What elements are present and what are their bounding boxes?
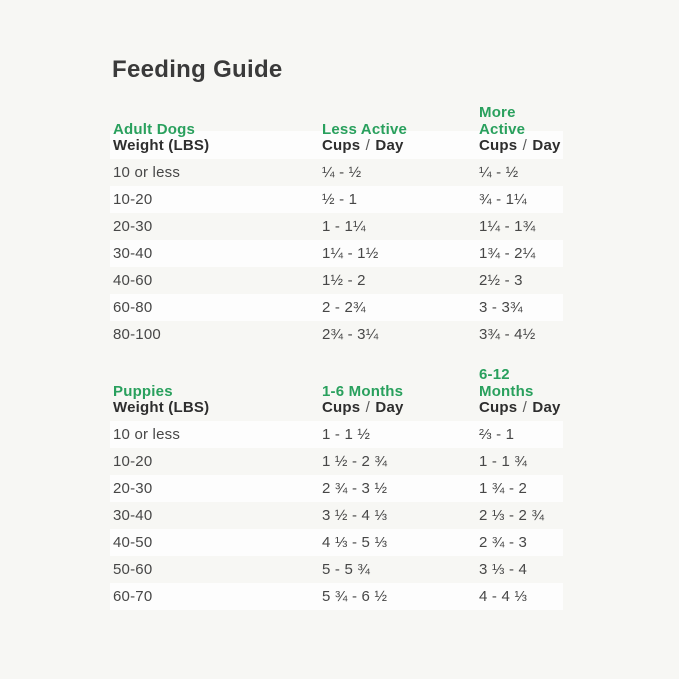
adult-section-label: Adult Dogs — [113, 121, 195, 138]
table-row: 10 or less ¼ - ½ ¼ - ½ — [110, 159, 563, 186]
weight-cell: 20-30 — [113, 480, 153, 497]
cups-cell-more-active: ¾ - 1¼ — [479, 191, 527, 208]
adult-cups-day-header-less: Cups / Day — [322, 136, 404, 154]
weight-cell: 50-60 — [113, 561, 153, 578]
cups-cell-1-6-months: 5 - 5 ¾ — [322, 561, 371, 578]
puppies-table: Puppies 1-6 Months 6-12 Months Weight (L… — [110, 366, 563, 610]
weight-cell: 10 or less — [113, 426, 181, 443]
cups-cell-6-12-months: 2 ⅓ - 2 ¾ — [479, 507, 545, 524]
content-area: Feeding Guide Adult Dogs Less Active Mor… — [110, 58, 563, 610]
table-row: 10-20 ½ - 1 ¾ - 1¼ — [110, 186, 563, 213]
weight-cell: 60-80 — [113, 299, 153, 316]
table-row: 20-30 2 ¾ - 3 ½ 1 ¾ - 2 — [110, 475, 563, 502]
cups-cell-more-active: ¼ - ½ — [479, 164, 519, 181]
cups-cell-less-active: 1½ - 2 — [322, 272, 366, 289]
weight-cell: 80-100 — [113, 326, 161, 343]
puppies-1-6-months-header: 1-6 Months — [322, 383, 404, 400]
weight-cell: 10-20 — [113, 453, 153, 470]
table-row: 40-50 4 ⅓ - 5 ⅓ 2 ¾ - 3 — [110, 529, 563, 556]
table-row: 30-40 1¼ - 1½ 1¾ - 2¼ — [110, 240, 563, 267]
cups-cell-1-6-months: 1 ½ - 2 ¾ — [322, 453, 388, 470]
cups-cell-1-6-months: 3 ½ - 4 ⅓ — [322, 507, 388, 524]
cups-cell-1-6-months: 5 ¾ - 6 ½ — [322, 588, 388, 605]
weight-cell: 20-30 — [113, 218, 153, 235]
table-row: 40-60 1½ - 2 2½ - 3 — [110, 267, 563, 294]
weight-cell: 60-70 — [113, 588, 153, 605]
weight-cell: 30-40 — [113, 507, 153, 524]
adult-column-header-row: Weight (LBS) Cups / Day Cups / Day — [110, 131, 563, 159]
cups-cell-6-12-months: ⅔ - 1 — [479, 426, 515, 443]
puppies-weight-header: Weight (LBS) — [113, 398, 210, 416]
adult-dogs-table: Adult Dogs Less Active More Active Weigh… — [110, 104, 563, 348]
cups-cell-6-12-months: 4 - 4 ⅓ — [479, 588, 528, 605]
cups-cell-less-active: 1 - 1¼ — [322, 218, 366, 235]
weight-cell: 30-40 — [113, 245, 153, 262]
weight-cell: 40-50 — [113, 534, 153, 551]
puppies-column-header-row: Weight (LBS) Cups / Day Cups / Day — [110, 393, 563, 421]
puppies-section-header-row: Puppies 1-6 Months 6-12 Months — [110, 366, 563, 400]
adult-more-active-header: More Active — [479, 104, 526, 138]
cups-cell-less-active: 2 - 2¾ — [322, 299, 366, 316]
table-row: 60-80 2 - 2¾ 3 - 3¾ — [110, 294, 563, 321]
weight-cell: 40-60 — [113, 272, 153, 289]
cups-cell-more-active: 3 - 3¾ — [479, 299, 523, 316]
puppies-cups-day-header-1-6: Cups / Day — [322, 398, 404, 416]
puppies-6-12-months-header: 6-12 Months — [479, 366, 534, 400]
cups-cell-more-active: 2½ - 3 — [479, 272, 523, 289]
adult-less-active-header: Less Active — [322, 121, 408, 138]
adult-cups-day-header-more: Cups / Day — [479, 136, 561, 154]
puppies-section-label: Puppies — [113, 383, 173, 400]
cups-cell-less-active: ½ - 1 — [322, 191, 358, 208]
cups-cell-more-active: 3¾ - 4½ — [479, 326, 536, 343]
cups-cell-less-active: 1¼ - 1½ — [322, 245, 379, 262]
cups-cell-6-12-months: 2 ¾ - 3 — [479, 534, 528, 551]
table-row: 50-60 5 - 5 ¾ 3 ⅓ - 4 — [110, 556, 563, 583]
table-row: 10 or less 1 - 1 ½ ⅔ - 1 — [110, 421, 563, 448]
table-row: 10-20 1 ½ - 2 ¾ 1 - 1 ¾ — [110, 448, 563, 475]
weight-cell: 10-20 — [113, 191, 153, 208]
cups-cell-6-12-months: 3 ⅓ - 4 — [479, 561, 528, 578]
puppies-cups-day-header-6-12: Cups / Day — [479, 398, 561, 416]
table-row: 60-70 5 ¾ - 6 ½ 4 - 4 ⅓ — [110, 583, 563, 610]
adult-weight-header: Weight (LBS) — [113, 136, 210, 154]
cups-cell-less-active: 2¾ - 3¼ — [322, 326, 379, 343]
table-row: 30-40 3 ½ - 4 ⅓ 2 ⅓ - 2 ¾ — [110, 502, 563, 529]
table-row: 80-100 2¾ - 3¼ 3¾ - 4½ — [110, 321, 563, 348]
weight-cell: 10 or less — [113, 164, 181, 181]
page-title: Feeding Guide — [112, 56, 283, 83]
cups-cell-1-6-months: 4 ⅓ - 5 ⅓ — [322, 534, 388, 551]
cups-cell-less-active: ¼ - ½ — [322, 164, 362, 181]
cups-cell-6-12-months: 1 ¾ - 2 — [479, 480, 528, 497]
table-row: 20-30 1 - 1¼ 1¼ - 1¾ — [110, 213, 563, 240]
cups-cell-6-12-months: 1 - 1 ¾ — [479, 453, 528, 470]
cups-cell-more-active: 1¾ - 2¼ — [479, 245, 536, 262]
cups-cell-1-6-months: 1 - 1 ½ — [322, 426, 371, 443]
adult-section-header-row: Adult Dogs Less Active More Active — [110, 104, 563, 138]
cups-cell-1-6-months: 2 ¾ - 3 ½ — [322, 480, 388, 497]
cups-cell-more-active: 1¼ - 1¾ — [479, 218, 536, 235]
